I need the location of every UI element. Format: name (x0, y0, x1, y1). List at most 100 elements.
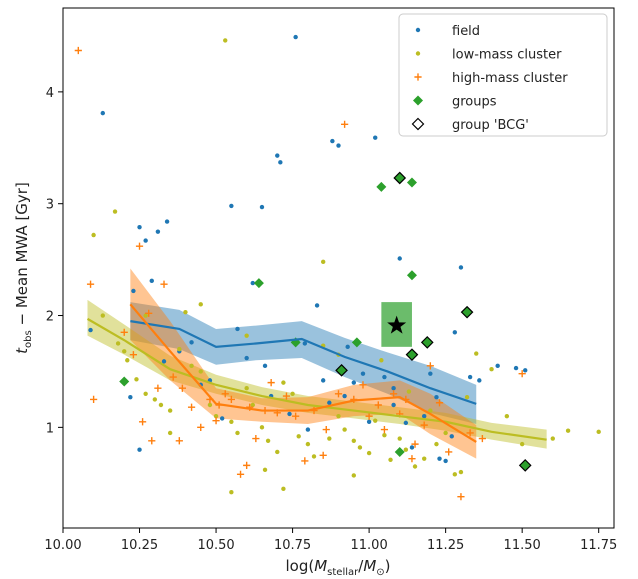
point-field (189, 340, 194, 345)
point-low-mass-cluster (342, 427, 347, 432)
point-high-mass-cluster (319, 451, 327, 459)
point-high-mass-cluster (129, 351, 138, 359)
point-low-mass-cluster (351, 473, 357, 478)
legend: field low-mass cluster high-mass cluster gr… (398, 13, 608, 137)
point-low-mass-cluster (382, 432, 387, 438)
point-low-mass-cluster (519, 441, 525, 447)
point-low-mass-cluster (115, 341, 121, 346)
point-field (88, 327, 93, 333)
point-field (422, 413, 427, 419)
band-field (130, 302, 477, 424)
x-tick-label: 10.00 (44, 538, 81, 553)
point-low-mass-cluster (198, 302, 203, 307)
point-low-mass-cluster (265, 438, 271, 443)
point-low-mass-cluster (357, 445, 363, 450)
point-high-mass-cluster (334, 390, 343, 398)
point-low-mass-cluster (177, 346, 182, 352)
point-low-mass-cluster (213, 413, 219, 419)
point-field (373, 135, 378, 140)
point-field (467, 374, 473, 380)
point-high-mass-cluster (408, 455, 416, 463)
point-low-mass-cluster (464, 394, 470, 400)
point-groups (119, 376, 130, 387)
point-low-mass-cluster (262, 467, 268, 473)
point-low-mass-cluster (134, 377, 139, 382)
point-field (235, 326, 240, 332)
point-low-mass-cluster (434, 441, 439, 447)
point-high-mass-cluster (420, 421, 428, 429)
point-field (262, 363, 268, 369)
point-field (330, 138, 335, 144)
point-low-mass-cluster (452, 472, 458, 477)
point-field (382, 374, 387, 380)
point-low-mass-cluster (327, 436, 332, 441)
point-field (391, 386, 396, 391)
point-high-mass-cluster (341, 120, 349, 128)
point-field (250, 280, 255, 286)
point-field (513, 365, 519, 371)
point-low-mass-cluster (275, 449, 280, 455)
point-low-mass-cluster (143, 391, 148, 397)
point-field (495, 363, 500, 369)
band-high-mass-cluster (130, 268, 477, 459)
point-high-mass-cluster (365, 412, 373, 420)
point-high-mass-cluster (187, 403, 196, 411)
point-high-mass-cluster (236, 470, 245, 478)
point-field (391, 402, 396, 408)
point-low-mass-cluster (229, 490, 234, 495)
x-tick-label: 11.75 (580, 538, 617, 553)
point-high-mass-cluster (227, 395, 235, 403)
point-field (342, 393, 347, 399)
highlight-marker (381, 302, 412, 347)
point-high-mass-cluster (90, 395, 98, 403)
star-marker (387, 315, 407, 334)
point-field (293, 34, 298, 40)
point-low-mass-cluster (550, 436, 555, 441)
point-low-mass-cluster (596, 429, 601, 435)
point-field (131, 288, 136, 294)
point-high-mass-cluster (120, 328, 128, 336)
point-high-mass-cluster (411, 440, 419, 448)
y-tick-label: 4 (46, 86, 54, 101)
point-high-mass-cluster (135, 242, 144, 250)
point-low-mass-cluster (143, 313, 148, 318)
point-high-mass-cluster (478, 434, 486, 443)
point-field (278, 160, 283, 165)
point-groups (376, 181, 387, 192)
point-field (229, 203, 234, 209)
legend-marker-groups (413, 95, 423, 106)
point-high-mass-cluster (359, 381, 367, 389)
point-field (403, 420, 409, 426)
point-low-mass-cluster (565, 428, 571, 433)
point-low-mass-cluster (351, 438, 357, 443)
trend-line-high-mass-cluster (129, 303, 477, 443)
legend-marker-field (415, 27, 421, 33)
point-low-mass-cluster (198, 369, 203, 374)
point-field (314, 303, 320, 308)
point-low-mass-cluster (229, 419, 234, 424)
point-groups (253, 278, 264, 289)
point-field (164, 219, 170, 224)
point-high-mass-cluster (435, 399, 444, 407)
trend-line-low-mass-cluster (86, 317, 547, 441)
point-low-mass-cluster (152, 397, 158, 402)
point-low-mass-cluster (125, 358, 130, 363)
point-low-mass-cluster (403, 447, 409, 452)
point-low-mass-cluster (474, 351, 479, 356)
point-field (443, 458, 448, 464)
point-low-mass-cluster (412, 464, 418, 469)
point-field (275, 153, 280, 158)
point-field (259, 204, 265, 210)
point-low-mass-cluster (336, 413, 341, 419)
point-low-mass-cluster (91, 232, 96, 238)
point-group-bcg- (460, 305, 474, 319)
trend-lines (86, 303, 547, 443)
point-low-mass-cluster (158, 402, 164, 408)
point-low-mass-cluster (305, 441, 311, 447)
point-low-mass-cluster (281, 380, 286, 385)
point-low-mass-cluster (388, 457, 393, 462)
point-low-mass-cluster (167, 430, 173, 436)
legend-label: low-mass cluster (452, 48, 562, 63)
point-field (305, 427, 311, 432)
